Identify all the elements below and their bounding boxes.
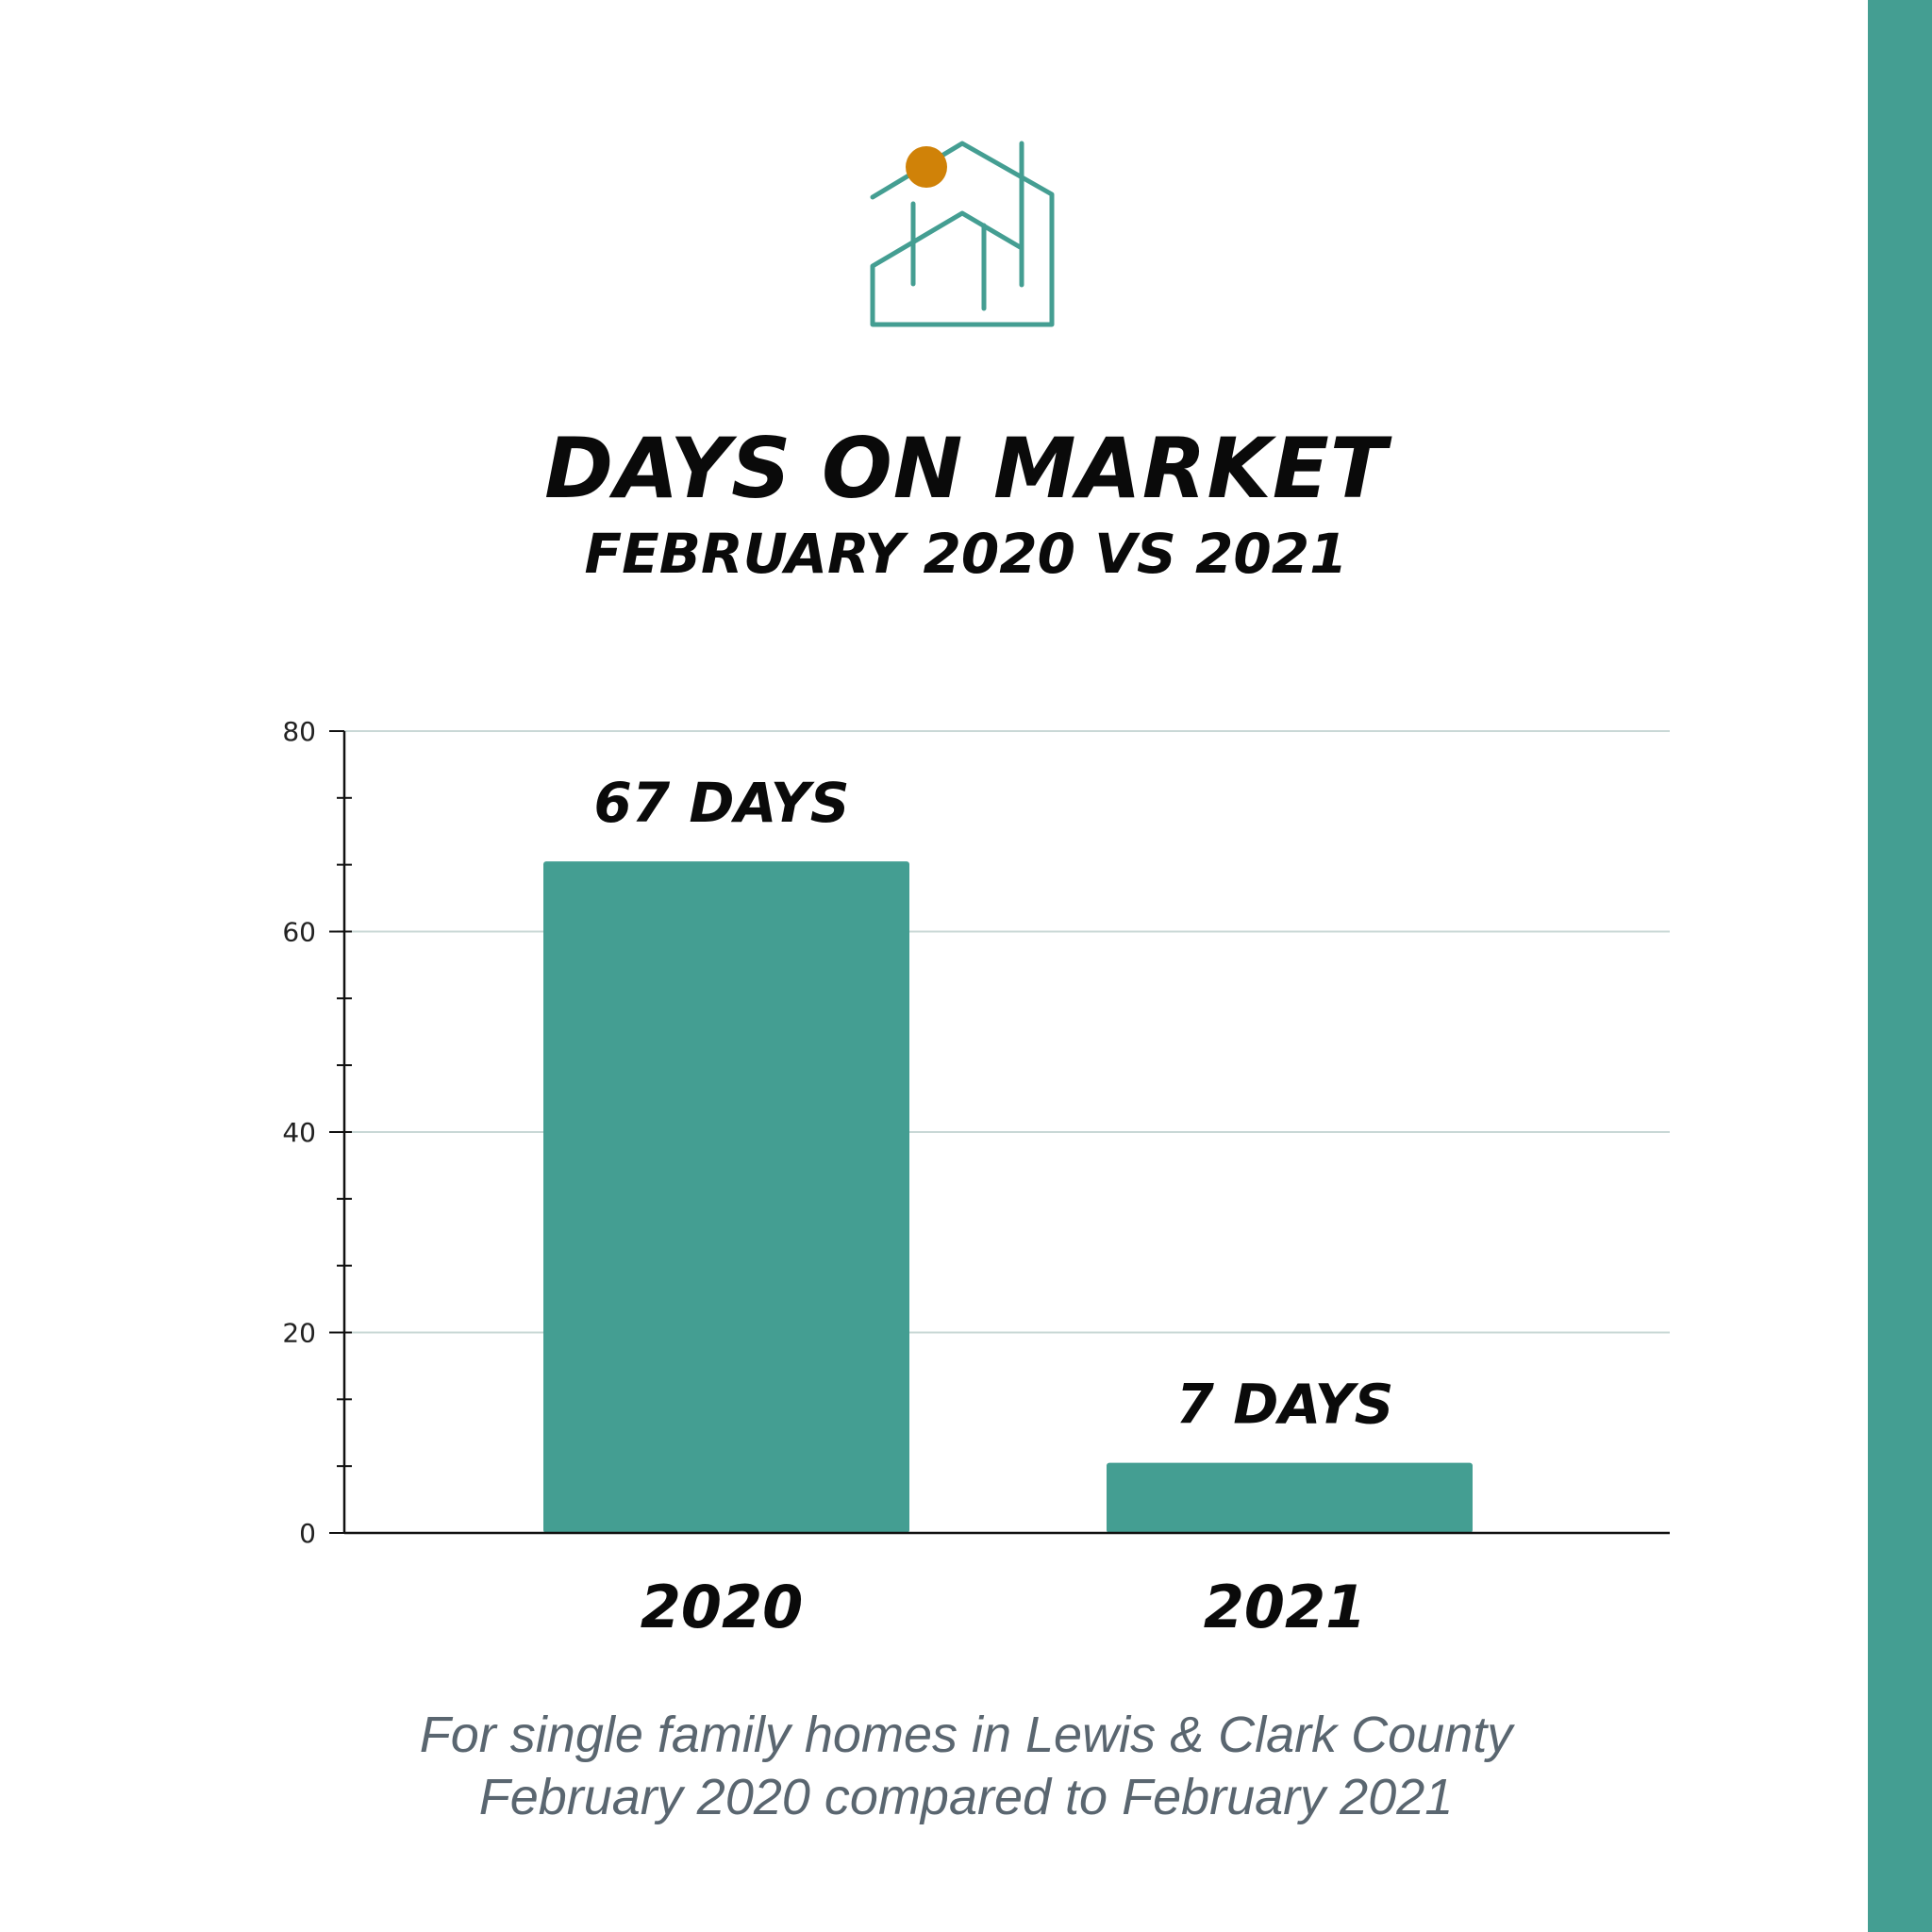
chart-subtitle: FEBRUARY 2020 VS 2021 (584, 522, 1348, 586)
y-tick-label: 0 (299, 1518, 316, 1549)
bar-2020 (543, 861, 909, 1533)
x-tick-label: 2021 (1204, 1573, 1367, 1641)
y-tick-label: 20 (282, 1318, 316, 1349)
y-tick-label: 60 (282, 917, 316, 948)
y-tick-label: 40 (282, 1117, 316, 1148)
bar-2021 (1107, 1462, 1473, 1533)
side-accent-bar (1868, 0, 1932, 1932)
data-label: 67 DAYS (593, 771, 849, 835)
chart-title: DAYS ON MARKET (544, 420, 1388, 517)
caption-line-1: For single family homes in Lewis & Clark… (419, 1707, 1513, 1763)
data-label: 7 DAYS (1176, 1373, 1394, 1437)
house-outline-icon (870, 141, 1055, 327)
y-tick-label: 80 (282, 716, 316, 747)
x-tick-label: 2020 (641, 1573, 804, 1641)
caption-line-2: February 2020 compared to February 2021 (478, 1769, 1454, 1825)
